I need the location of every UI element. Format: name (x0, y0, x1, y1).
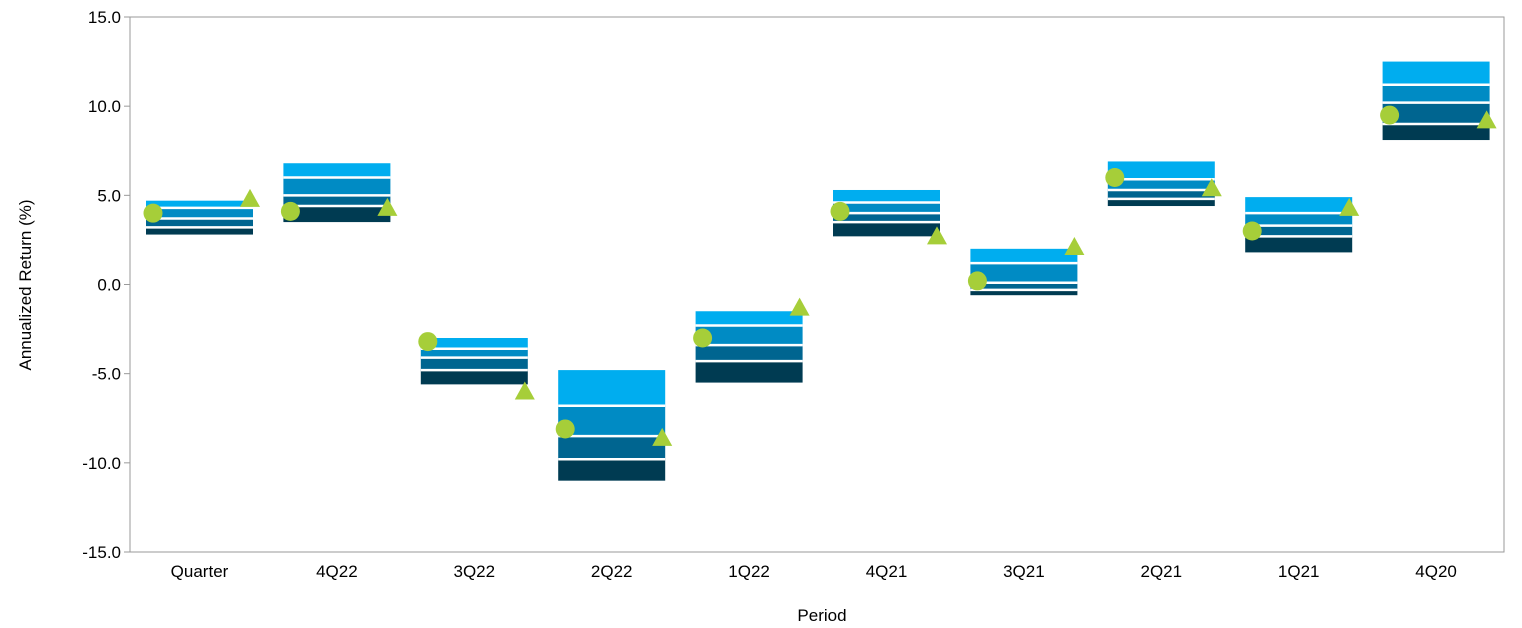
band-segment (833, 202, 940, 214)
band-segment (1107, 179, 1215, 190)
band-segment (1245, 197, 1353, 214)
band-segment (558, 370, 666, 406)
y-tick-label: -5.0 (92, 365, 121, 384)
y-tick-label: 0.0 (97, 276, 121, 295)
band-segment (1107, 198, 1215, 207)
y-tick-label: 10.0 (88, 97, 121, 116)
x-tick-label: 4Q21 (866, 562, 908, 581)
band-segment (420, 338, 528, 349)
circle-marker (693, 328, 713, 348)
band-segment (695, 311, 803, 326)
triangle-marker (927, 226, 947, 245)
band-segment (1382, 102, 1490, 124)
band-segment (833, 213, 940, 223)
band-segment (833, 222, 940, 237)
x-axis: Quarter 4Q22 3Q22 2Q22 1Q22 4Q21 3Q21 2Q21 1Q21 4… (171, 562, 1457, 581)
band-segment (283, 195, 391, 207)
band-segment (558, 436, 666, 460)
circle-marker (1242, 221, 1262, 241)
band-segment (695, 361, 803, 383)
triangle-marker (377, 197, 398, 216)
x-tick-label: 2Q22 (591, 562, 633, 581)
triangle-marker (240, 188, 260, 207)
band-segment (420, 348, 528, 358)
x-tick-label: 3Q21 (1003, 562, 1045, 581)
y-axis-label: Annualized Return (%) (16, 199, 35, 370)
band-segment (833, 189, 940, 203)
band-segment (970, 263, 1078, 283)
circle-marker (967, 271, 987, 291)
x-tick-label: Quarter (171, 562, 229, 581)
circle-marker (418, 332, 438, 352)
band-segment (970, 289, 1078, 296)
circle-marker (555, 419, 575, 439)
circle-marker (1380, 105, 1400, 125)
y-tick-label: 5.0 (97, 186, 121, 205)
markers-layer (143, 105, 1497, 446)
band-segment (146, 200, 253, 208)
band-segment (283, 206, 391, 223)
band-segment (695, 345, 803, 362)
x-axis-label: Period (797, 606, 846, 625)
band-segment (1245, 236, 1353, 253)
circle-marker (143, 203, 163, 223)
band-segment (558, 405, 666, 437)
x-tick-label: 2Q21 (1141, 562, 1183, 581)
band-segment (970, 282, 1078, 290)
band-segment (283, 177, 391, 196)
triangle-marker (1064, 237, 1085, 256)
x-tick-label: 4Q22 (316, 562, 358, 581)
triangle-marker (514, 381, 535, 400)
circle-marker (1105, 168, 1125, 187)
y-tick-label: -10.0 (82, 454, 121, 473)
plot-frame (129, 16, 1505, 553)
y-tick-label: -15.0 (82, 543, 121, 562)
band-segment (695, 325, 803, 346)
band-segment (420, 370, 528, 385)
band-segment (1245, 225, 1353, 237)
band-segment (1107, 189, 1215, 199)
x-tick-label: 3Q22 (454, 562, 496, 581)
band-segment (970, 248, 1078, 264)
band-segment (1382, 61, 1490, 85)
band-segment (558, 459, 666, 481)
x-tick-label: 1Q21 (1278, 562, 1320, 581)
band-segment (420, 357, 528, 371)
band-segment (1245, 213, 1353, 226)
triangle-marker (652, 427, 673, 446)
x-tick-label: 1Q22 (728, 562, 770, 581)
triangle-marker (789, 297, 810, 316)
bands-layer (146, 61, 1490, 481)
circle-marker (830, 201, 850, 221)
band-segment (1382, 84, 1490, 103)
triangle-marker (1339, 197, 1360, 216)
band-segment (146, 218, 253, 228)
circle-marker (280, 201, 300, 221)
band-segment (1382, 124, 1490, 141)
x-tick-label: 4Q20 (1415, 562, 1457, 581)
y-axis: 15.0 10.0 5.0 0.0 -5.0 -10.0 -15.0 (82, 8, 130, 562)
triangle-marker (1476, 110, 1497, 129)
band-segment (1107, 161, 1215, 180)
band-segment (146, 227, 253, 235)
band-segment (146, 207, 253, 219)
triangle-marker (1201, 178, 1222, 197)
band-segment (283, 163, 391, 178)
y-tick-label: 15.0 (88, 8, 121, 27)
